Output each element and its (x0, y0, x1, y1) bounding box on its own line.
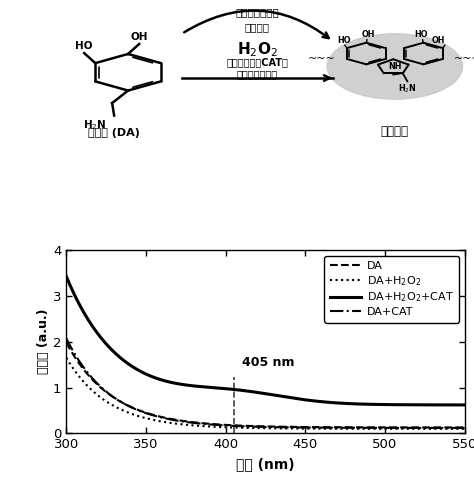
DA+H$_2$O$_2$+CAT (244, 388, 249, 394)
Line: DA: DA (66, 343, 465, 428)
Line: DA+H$_2$O$_2$+CAT: DA+H$_2$O$_2$+CAT (66, 277, 465, 405)
DA+CAT (64, 336, 69, 341)
DA+H$_2$O$_2$+CAT (329, 400, 335, 406)
DA+CAT (329, 425, 335, 431)
Text: 聚多巴胺: 聚多巴胺 (381, 125, 409, 138)
DA+H$_2$O$_2$+CAT (363, 401, 369, 407)
Text: 抑制自聚合反应: 抑制自聚合反应 (236, 8, 279, 18)
DA (244, 423, 249, 429)
DA+H$_2$O$_2$ (134, 412, 140, 418)
DA+CAT (298, 425, 304, 431)
DA+CAT (363, 425, 369, 431)
Ellipse shape (327, 34, 463, 99)
DA+H$_2$O$_2$+CAT (462, 402, 467, 408)
Y-axis label: 吸光度 (a.u.): 吸光度 (a.u.) (37, 309, 50, 375)
Text: 过氧化氢酶（CAT）: 过氧化氢酶（CAT） (227, 57, 288, 68)
DA+H$_2$O$_2$ (329, 426, 335, 431)
Text: OH: OH (362, 30, 375, 39)
DA+H$_2$O$_2$ (64, 355, 69, 361)
DA (363, 425, 369, 431)
DA (166, 415, 172, 421)
Text: H$_2$N: H$_2$N (83, 118, 107, 131)
Text: HO: HO (75, 41, 93, 51)
DA+H$_2$O$_2$+CAT (134, 366, 140, 372)
DA+H$_2$O$_2$+CAT (64, 274, 69, 280)
DA+CAT (462, 425, 467, 431)
DA+CAT (166, 416, 172, 422)
DA+CAT (244, 424, 249, 430)
Text: H$_2$O$_2$: H$_2$O$_2$ (237, 40, 278, 58)
Text: HO: HO (415, 30, 428, 39)
Text: HO: HO (337, 36, 350, 45)
Line: DA+CAT: DA+CAT (66, 338, 465, 428)
Text: H$_2$N: H$_2$N (398, 82, 417, 95)
Text: NH: NH (389, 61, 402, 71)
DA+H$_2$O$_2$ (244, 425, 249, 431)
DA+H$_2$O$_2$ (298, 426, 304, 431)
DA+H$_2$O$_2$ (166, 420, 172, 426)
DA+H$_2$O$_2$ (462, 426, 467, 432)
Text: ~~~: ~~~ (308, 54, 336, 64)
X-axis label: 波长 (nm): 波长 (nm) (236, 457, 295, 471)
DA+CAT (134, 407, 140, 412)
DA (64, 340, 69, 346)
Text: 405 nm: 405 nm (242, 356, 294, 369)
DA+H$_2$O$_2$+CAT (298, 396, 304, 402)
Text: 加速自聚合反应: 加速自聚合反应 (237, 69, 278, 79)
DA+H$_2$O$_2$ (363, 426, 369, 431)
Legend: DA, DA+H$_2$O$_2$, DA+H$_2$O$_2$+CAT, DA+CAT: DA, DA+H$_2$O$_2$, DA+H$_2$O$_2$+CAT, DA… (324, 256, 459, 323)
DA+H$_2$O$_2$+CAT (166, 379, 172, 385)
Text: 乏氧环境: 乏氧环境 (245, 22, 270, 32)
DA (329, 424, 335, 430)
Text: ~~~: ~~~ (454, 54, 474, 64)
Text: OH: OH (130, 32, 148, 42)
DA (462, 425, 467, 431)
Line: DA+H$_2$O$_2$: DA+H$_2$O$_2$ (66, 358, 465, 429)
Text: 多巴胺 (DA): 多巴胺 (DA) (88, 128, 140, 138)
DA (134, 407, 140, 412)
Text: OH: OH (431, 36, 445, 45)
DA (298, 424, 304, 430)
